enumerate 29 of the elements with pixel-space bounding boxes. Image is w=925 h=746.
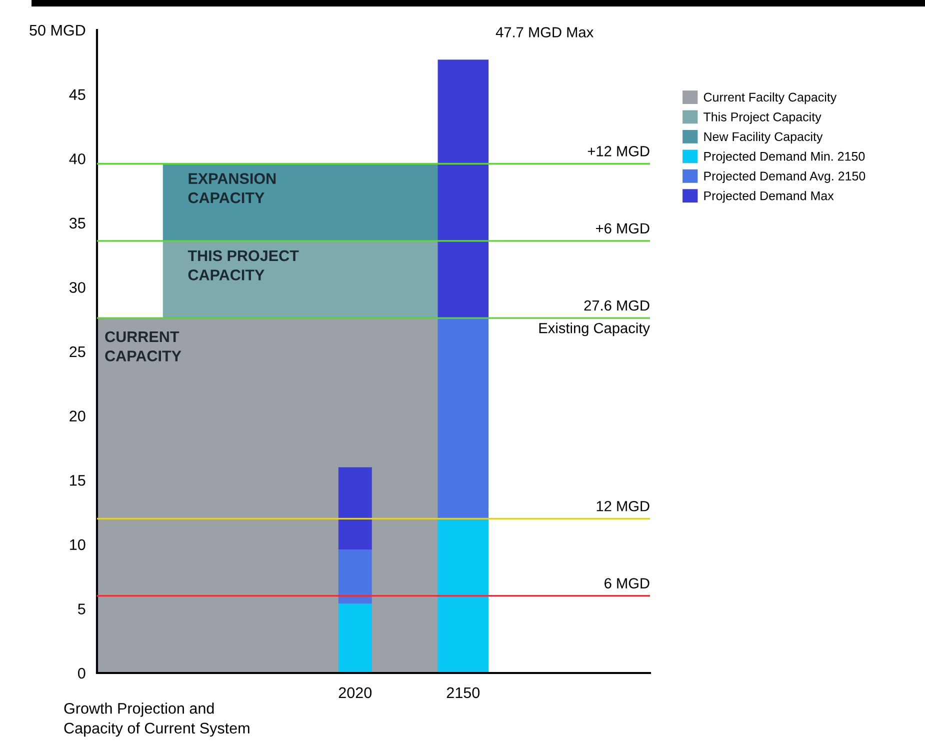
annotation: CURRENT CAPACITY (105, 331, 182, 362)
ref-line-label: +12 MGD (588, 146, 650, 156)
x-tick-label: 2020 (338, 687, 372, 698)
legend-label: Current Facilty Capacity (704, 92, 837, 104)
y-tick-label: 5 (78, 604, 86, 614)
legend-label: New Facility Capacity (704, 132, 823, 144)
y-tick-label: 15 (70, 475, 86, 486)
ref-line-label: +6 MGD (596, 223, 650, 234)
y-tick-label: 45 (69, 89, 86, 100)
annotation: 47.7 MGD Max (496, 27, 594, 38)
ref-line-label: 6 MGD (604, 578, 650, 588)
annotation: EXPANSION CAPACITY (188, 173, 276, 204)
y-tick-label: 50 MGD (30, 24, 86, 36)
y-tick-label: 25 (70, 346, 86, 358)
y-tick-label: 30 (69, 282, 86, 293)
ref-line-label: 12 MGD (596, 500, 650, 512)
y-tick-label: 10 (70, 539, 86, 550)
legend-label: Projected Demand Max (704, 191, 834, 203)
legend-label: This Project Capacity (704, 112, 822, 124)
legend-label: Projected Demand Avg. 2150 (704, 171, 866, 183)
y-tick-label: 35 (69, 218, 86, 229)
legend-label: Projected Demand Min. 2150 (704, 152, 865, 164)
y-tick-label: 20 (70, 410, 86, 422)
ref-line-label: 27.6 MGD Existing Capacity (539, 300, 650, 336)
x-tick-label: 2150 (446, 687, 480, 698)
y-tick-label: 40 (69, 153, 86, 164)
y-tick-label: 0 (78, 668, 86, 679)
x-axis-title: Growth Projection and Capacity of Current System (64, 702, 250, 737)
annotation: THIS PROJECT CAPACITY (188, 250, 299, 280)
